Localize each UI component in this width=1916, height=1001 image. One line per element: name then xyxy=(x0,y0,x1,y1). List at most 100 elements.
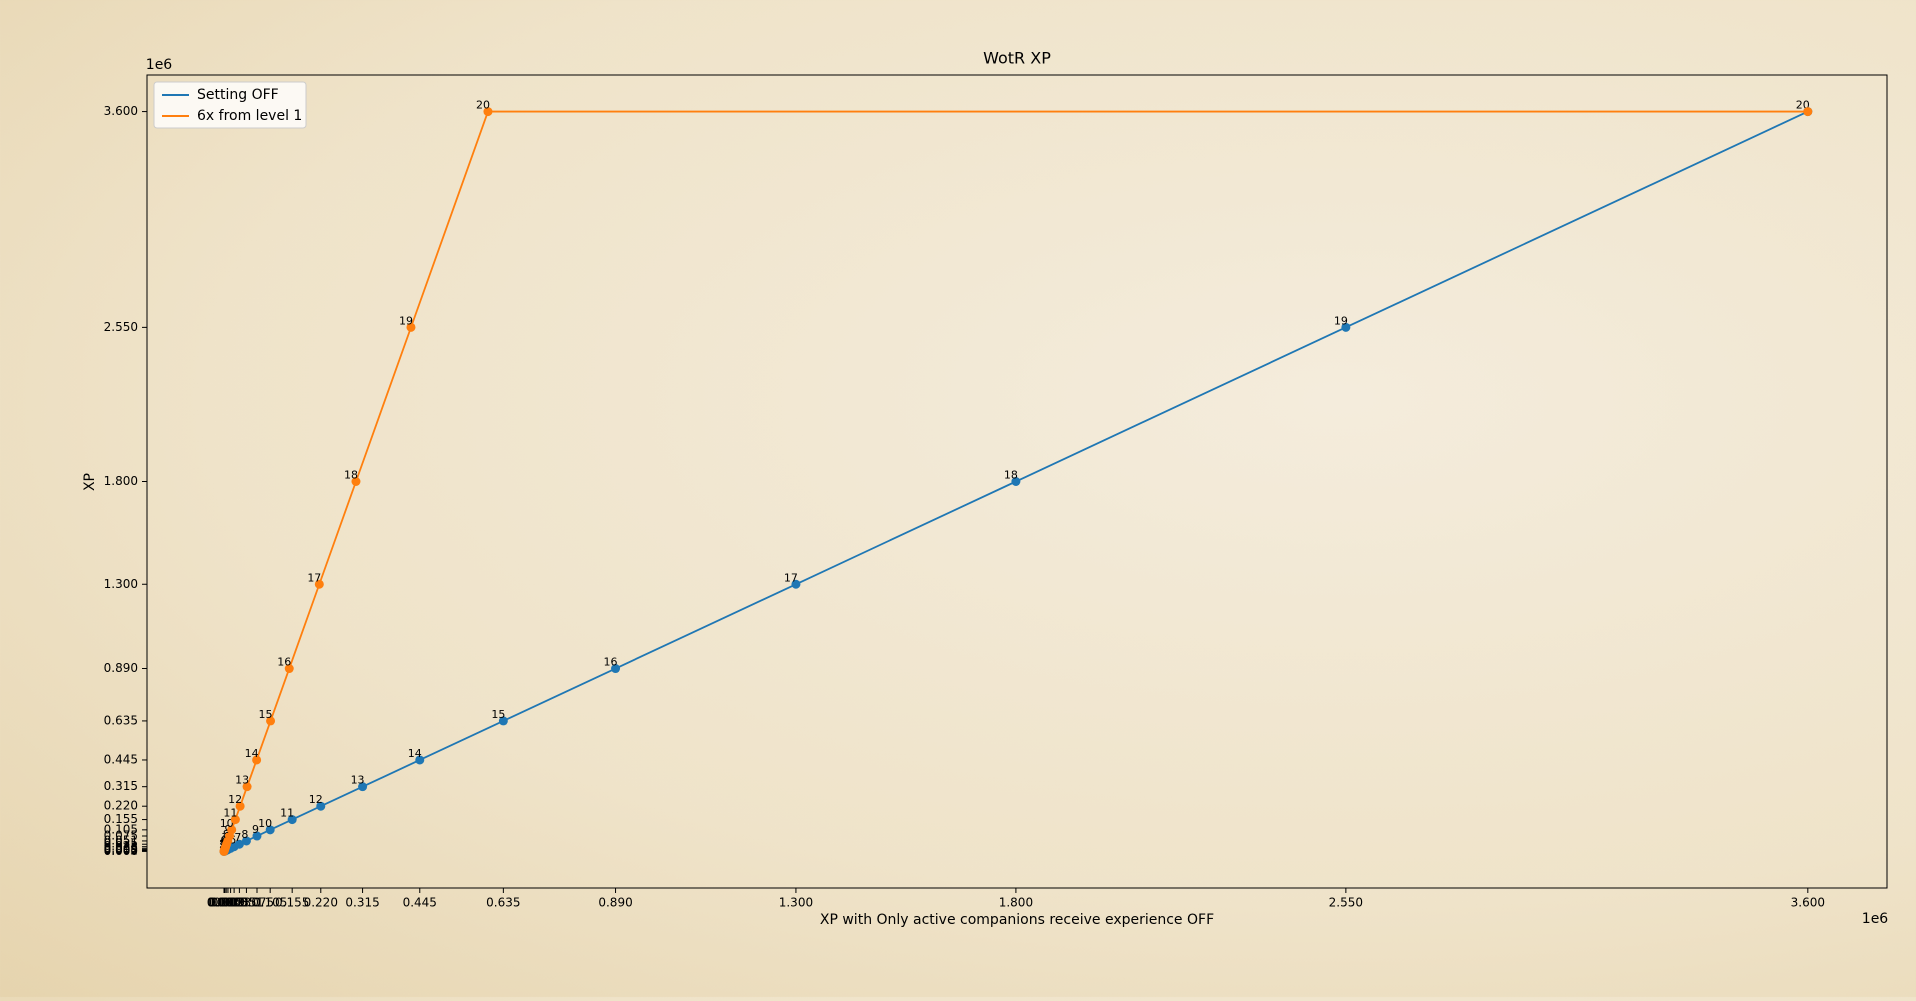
x-axis-label: XP with Only active companions receive e… xyxy=(820,912,1214,928)
x-tick-label: 0.005 xyxy=(209,896,243,910)
y-offset: 1e6 xyxy=(146,57,173,73)
legend-label: 6x from level 1 xyxy=(197,108,302,124)
x-tick-label: 1.800 xyxy=(999,896,1033,910)
point-label: 20 xyxy=(476,99,490,112)
x-tick-label: 0.220 xyxy=(304,896,338,910)
data-point xyxy=(234,839,244,849)
data-point xyxy=(284,664,294,674)
y-tick-label: 1.800 xyxy=(104,474,138,488)
point-label: 18 xyxy=(1004,469,1018,482)
x-offset: 1e6 xyxy=(1862,911,1889,927)
legend-label: Setting OFF xyxy=(197,87,279,103)
y-tick-label: 0.075 xyxy=(104,829,138,843)
point-label: 11 xyxy=(223,807,237,820)
y-tick-label: 0.000 xyxy=(104,844,138,858)
data-point xyxy=(351,477,361,486)
y-tick-label: 1.300 xyxy=(104,577,138,591)
x-tick-label: 0.002 xyxy=(208,896,242,910)
point-label: 17 xyxy=(784,571,798,584)
legend-box xyxy=(153,81,307,129)
y-tick-label: 0.445 xyxy=(104,752,138,766)
y-tick-label: 0.002 xyxy=(104,844,138,858)
data-point xyxy=(266,716,276,726)
data-point xyxy=(415,755,425,765)
point-label: 15 xyxy=(259,708,273,721)
data-point xyxy=(227,825,237,835)
point-label: 15 xyxy=(491,708,505,721)
y-tick-label: 0.035 xyxy=(104,837,138,851)
y-tick-label: 0.635 xyxy=(104,713,138,727)
point-label: 13 xyxy=(235,774,249,787)
y-tick-label: 0.155 xyxy=(104,812,138,826)
x-tick-label: 0.635 xyxy=(486,896,520,910)
x-tick-label: 0.000 xyxy=(207,896,241,910)
x-tick-label: 0.015 xyxy=(213,896,247,910)
data-point xyxy=(1341,322,1351,332)
point-label: 16 xyxy=(604,656,618,669)
x-tick-label: 0.890 xyxy=(598,896,632,910)
data-point xyxy=(314,579,324,589)
y-tick-label: 0.023 xyxy=(104,839,138,853)
point-label: 10 xyxy=(220,817,234,830)
data-point xyxy=(316,801,326,811)
point-label: 9 xyxy=(252,823,259,836)
point-label: 12 xyxy=(228,793,242,806)
x-tick-label: 0.075 xyxy=(240,896,274,910)
point-label: 6 xyxy=(229,834,236,847)
data-point xyxy=(252,831,262,841)
point-label: 19 xyxy=(1334,314,1348,327)
point-label: 10 xyxy=(258,817,272,830)
y-tick-label: 3.600 xyxy=(104,104,138,118)
data-point xyxy=(1011,477,1021,486)
legend: Setting OFF 6x from level 1 xyxy=(153,81,307,129)
data-point xyxy=(498,716,508,726)
data-point xyxy=(483,107,493,117)
y-tick-label: 0.315 xyxy=(104,779,138,793)
point-label: 14 xyxy=(245,747,259,760)
data-point xyxy=(406,322,416,332)
point-label: 12 xyxy=(309,793,323,806)
y-axis-label: XP xyxy=(82,473,98,491)
x-tick-label: 0.445 xyxy=(403,896,437,910)
y-tick-label: 0.005 xyxy=(104,843,138,857)
x-tick-label: 0.315 xyxy=(345,896,379,910)
y-tick-label: 0.890 xyxy=(104,661,138,675)
point-label: 13 xyxy=(351,774,365,787)
point-label: 17 xyxy=(307,571,321,584)
data-point xyxy=(265,825,275,835)
data-point xyxy=(241,836,251,846)
x-tick-label: 2.550 xyxy=(1329,896,1363,910)
point-label: 11 xyxy=(280,807,294,820)
chart-title: WotR XP xyxy=(983,49,1051,68)
data-point xyxy=(242,782,252,792)
data-point xyxy=(791,579,801,589)
y-tick-label: 0.051 xyxy=(104,833,138,847)
y-tick-label: 0.009 xyxy=(104,842,138,856)
x-tick-label: 3.600 xyxy=(1791,896,1825,910)
data-point xyxy=(235,801,245,811)
point-label: 16 xyxy=(277,656,291,669)
data-point xyxy=(230,815,240,825)
x-tick-label: 0.023 xyxy=(217,896,251,910)
point-label: 18 xyxy=(344,469,358,482)
data-point xyxy=(1803,107,1813,117)
data-point xyxy=(358,782,368,792)
y-tick-label: 0.015 xyxy=(104,841,138,855)
x-tick-label: 1.300 xyxy=(779,896,813,910)
y-tick-label: 0.105 xyxy=(104,822,138,836)
data-point xyxy=(611,664,621,674)
x-tick-label: 0.009 xyxy=(211,896,245,910)
x-tick-label: 0.051 xyxy=(229,896,263,910)
point-label: 19 xyxy=(399,314,413,327)
point-label: 14 xyxy=(408,747,422,760)
data-point xyxy=(252,755,262,765)
x-tick-label: 0.155 xyxy=(275,896,309,910)
x-tick-label: 0.105 xyxy=(253,896,287,910)
y-tick-label: 2.550 xyxy=(104,320,138,334)
point-label: 7 xyxy=(234,831,241,844)
y-tick-label: 0.220 xyxy=(104,799,138,813)
x-tick-label: 0.035 xyxy=(222,896,256,910)
point-label: 8 xyxy=(241,828,248,841)
